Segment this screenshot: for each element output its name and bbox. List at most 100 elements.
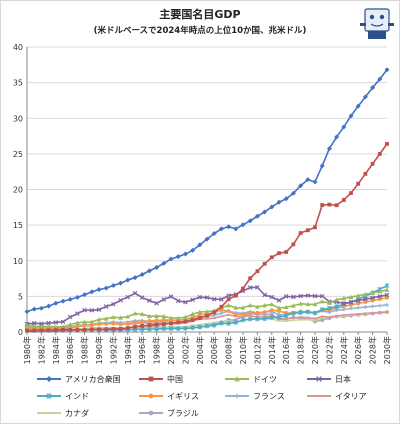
data-point [89,307,95,313]
data-point [254,213,260,219]
data-point [175,254,181,260]
data-point [154,264,160,270]
x-tick-label: 1994年 [123,336,133,364]
data-point [370,290,375,295]
data-point [111,314,116,320]
data-point [356,181,361,186]
data-point [327,202,332,207]
data-point [147,326,152,332]
data-point [190,297,195,303]
x-tick-label: 2026年 [353,336,363,364]
data-point [262,303,267,308]
chart-subtitle: (米ドルベースで2024年時点の上位10か国、兆米ドル) [94,25,307,36]
data-point [176,320,181,325]
data-point [240,317,246,323]
x-tick-label: 1988年 [80,336,90,364]
data-point [218,226,224,232]
gridlines [27,46,387,333]
data-point [190,311,195,317]
data-point [197,316,202,320]
data-point [370,304,375,309]
data-point [319,299,325,304]
data-point [290,190,296,196]
legend-label: インド [65,392,89,401]
data-point [319,163,325,169]
legend-label: カナダ [65,408,89,418]
data-point [334,134,340,140]
data-point [204,295,210,300]
data-point [255,285,260,290]
data-point [233,226,239,232]
data-point [248,311,253,315]
y-tick-label: 25 [13,150,23,159]
data-point [39,321,44,327]
data-point [161,322,166,327]
data-point [305,301,311,307]
data-point [118,315,123,320]
data-point [262,261,267,266]
data-point [97,327,101,332]
data-point [168,326,174,332]
data-point [356,305,361,310]
data-point [348,299,354,305]
data-point [38,305,44,311]
legend-item: 中国 [139,374,183,384]
x-tick-label: 2000年 [166,336,176,364]
data-point [147,313,152,319]
legend-marker [148,410,154,416]
legend-label: ドイツ [253,375,277,384]
data-point [82,319,87,324]
data-point [147,323,152,328]
data-point [327,300,332,305]
legend-marker [148,393,154,399]
data-point [319,307,325,312]
data-point [204,236,210,242]
data-point [247,316,253,322]
data-point [341,300,347,306]
data-point [341,296,347,301]
series-0 [24,67,390,315]
data-point [355,298,361,303]
data-point [226,293,231,298]
data-point [139,311,145,317]
data-point [75,320,80,325]
y-tick-label: 40 [13,43,23,52]
data-point [276,298,282,303]
data-point [211,322,217,328]
data-point [283,196,289,202]
data-point [175,298,181,304]
data-point [110,283,116,289]
data-point [111,301,116,307]
data-point [111,327,116,331]
legend-label: 中国 [167,374,183,384]
x-tick-label: 1980年 [22,336,32,364]
data-point [262,292,267,298]
y-tick-label: 30 [13,114,23,123]
x-tick-label: 2006年 [209,336,219,364]
data-point [39,328,44,333]
data-point [46,320,51,326]
legend-label: イタリア [335,392,367,401]
x-tick-label: 2020年 [310,336,320,364]
data-point [60,298,66,304]
data-point [313,225,317,230]
chart-title: 主要国名目GDP [159,7,240,21]
data-point [161,297,167,302]
data-point [255,310,260,315]
data-point [305,177,311,183]
data-point [370,298,375,303]
x-tick-label: 1998年 [152,336,162,364]
legend-item: イギリス [139,392,199,401]
data-point [248,276,253,281]
data-point [125,321,130,326]
data-point [111,321,116,326]
data-point [370,295,375,301]
data-point [385,142,389,146]
data-point [133,324,137,329]
data-point [226,224,232,230]
data-point [96,316,102,322]
data-point [31,320,37,326]
data-point [211,231,217,237]
data-point [104,327,109,332]
data-point [175,315,181,321]
